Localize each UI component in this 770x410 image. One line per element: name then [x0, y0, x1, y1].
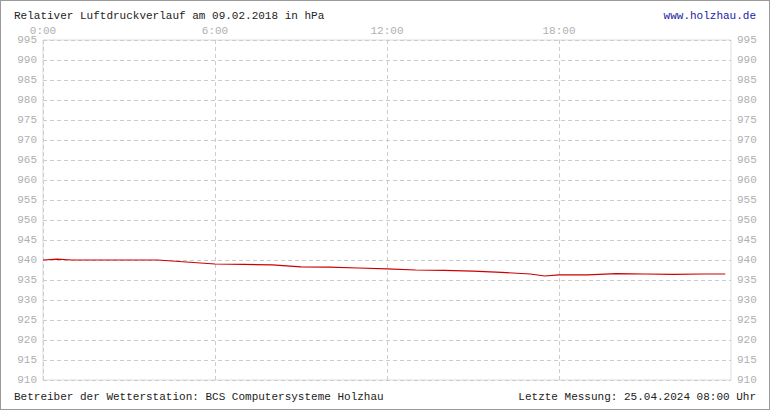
svg-text:980: 980 [17, 94, 37, 106]
svg-text:6:00: 6:00 [202, 25, 228, 37]
svg-text:940: 940 [17, 254, 37, 266]
svg-text:920: 920 [737, 334, 757, 346]
svg-text:970: 970 [737, 134, 757, 146]
svg-text:965: 965 [17, 154, 37, 166]
svg-text:Relativer Luftdruckverlauf am: Relativer Luftdruckverlauf am 09.02.2018… [14, 10, 325, 22]
svg-text:925: 925 [17, 314, 37, 326]
svg-text:930: 930 [737, 294, 757, 306]
svg-text:990: 990 [737, 54, 757, 66]
svg-text:Letzte Messung: 25.04.2024 08:: Letzte Messung: 25.04.2024 08:00 Uhr [518, 391, 756, 403]
svg-text:960: 960 [737, 174, 757, 186]
svg-text:995: 995 [17, 34, 37, 46]
svg-text:985: 985 [737, 74, 757, 86]
svg-text:0:00: 0:00 [30, 25, 56, 37]
svg-text:18:00: 18:00 [542, 25, 575, 37]
svg-text:Betreiber der Wetterstation: B: Betreiber der Wetterstation: BCS Compute… [14, 391, 384, 403]
svg-text:915: 915 [737, 354, 757, 366]
svg-text:995: 995 [737, 34, 757, 46]
svg-text:12:00: 12:00 [370, 25, 403, 37]
svg-text:www.holzhau.de: www.holzhau.de [664, 10, 756, 22]
svg-text:950: 950 [17, 214, 37, 226]
svg-text:955: 955 [737, 194, 757, 206]
svg-text:935: 935 [737, 274, 757, 286]
svg-text:970: 970 [17, 134, 37, 146]
svg-text:915: 915 [17, 354, 37, 366]
svg-text:950: 950 [737, 214, 757, 226]
svg-text:910: 910 [737, 374, 757, 386]
svg-text:945: 945 [17, 234, 37, 246]
svg-text:975: 975 [17, 114, 37, 126]
svg-text:960: 960 [17, 174, 37, 186]
svg-text:940: 940 [737, 254, 757, 266]
svg-text:920: 920 [17, 334, 37, 346]
svg-text:925: 925 [737, 314, 757, 326]
svg-text:945: 945 [737, 234, 757, 246]
svg-text:955: 955 [17, 194, 37, 206]
svg-text:935: 935 [17, 274, 37, 286]
svg-text:910: 910 [17, 374, 37, 386]
svg-text:930: 930 [17, 294, 37, 306]
svg-text:990: 990 [17, 54, 37, 66]
svg-text:985: 985 [17, 74, 37, 86]
svg-text:980: 980 [737, 94, 757, 106]
svg-text:975: 975 [737, 114, 757, 126]
svg-text:965: 965 [737, 154, 757, 166]
